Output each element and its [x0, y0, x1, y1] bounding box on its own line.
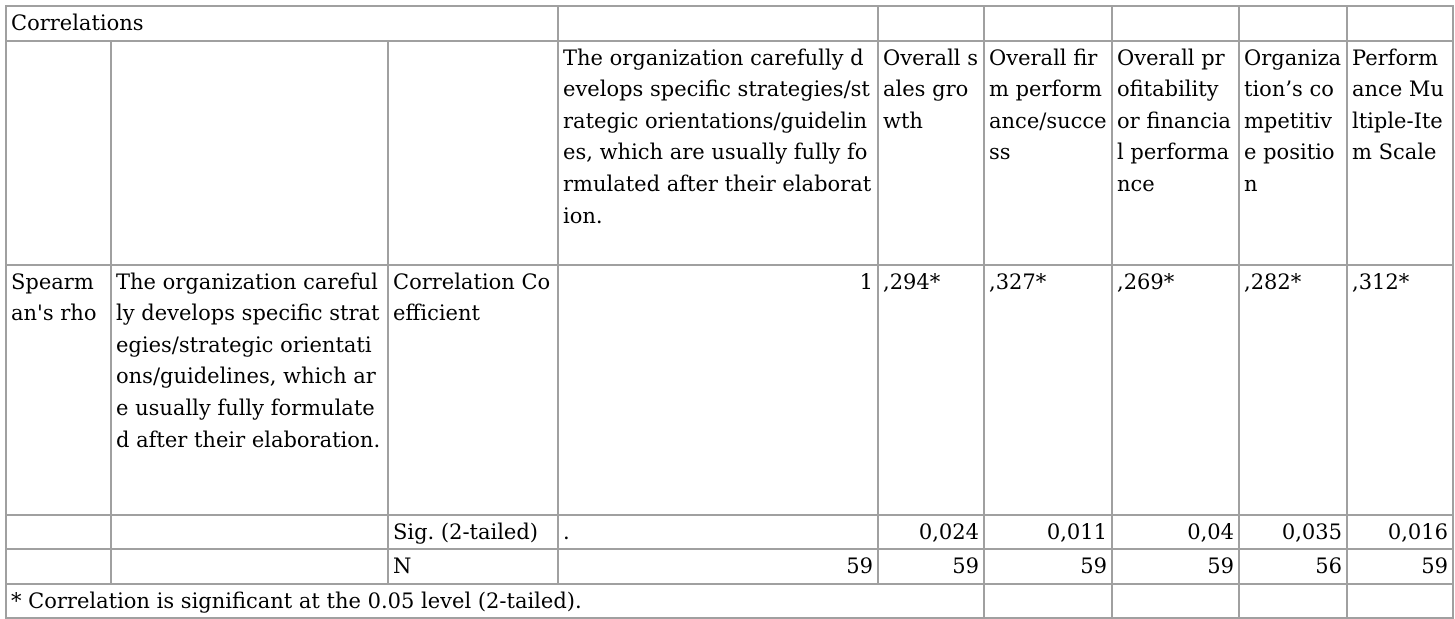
column-header: Organization’s competitive position — [1238, 39, 1349, 266]
table-title: Correlations — [4, 5, 560, 42]
data-cell: 0,024 — [877, 513, 986, 551]
statistic-label: Correlation Coefficient — [386, 263, 560, 516]
empty-cell — [5, 548, 112, 585]
data-cell: 56 — [1238, 548, 1349, 585]
data-cell: 0,016 — [1346, 513, 1455, 551]
data-cell: ,294* — [877, 263, 986, 516]
table-row: Spearman's rho The organization carefull… — [5, 263, 1455, 516]
empty-cell — [1111, 5, 1241, 42]
empty-cell — [877, 5, 986, 42]
empty-cell — [557, 5, 880, 42]
data-cell: 0,035 — [1238, 513, 1349, 551]
column-header: Performance Multiple-Item Scale — [1346, 39, 1455, 266]
data-cell: 0,04 — [1111, 513, 1241, 551]
empty-cell — [110, 548, 389, 585]
data-cell: 1 — [557, 263, 880, 516]
title-row: Correlations — [4, 5, 1455, 42]
row-group-label: Spearman's rho — [5, 263, 112, 516]
statistic-label: N — [386, 548, 560, 585]
data-cell: 59 — [1346, 548, 1455, 585]
data-cell: ,282* — [1238, 263, 1349, 516]
data-cell: 59 — [983, 548, 1114, 585]
empty-cell — [386, 39, 560, 266]
empty-cell — [1238, 5, 1349, 42]
data-cell: 59 — [557, 548, 880, 585]
empty-cell — [110, 39, 389, 266]
footnote: * Correlation is significant at the 0.05… — [4, 582, 986, 619]
column-header: Overall sales growth — [877, 39, 986, 266]
data-cell: ,327* — [983, 263, 1114, 516]
column-header: Overall firm performance/success — [983, 39, 1114, 266]
row-variable-label: The organization carefully develops spec… — [110, 263, 389, 516]
correlations-table: Correlations The organization carefully … — [4, 5, 1455, 619]
data-cell: 59 — [877, 548, 986, 585]
empty-cell — [1346, 582, 1455, 619]
empty-cell — [983, 5, 1114, 42]
table-row: N 59 59 59 59 56 59 — [5, 548, 1455, 585]
empty-cell — [1238, 582, 1349, 619]
empty-cell — [5, 39, 112, 266]
header-row: The organization carefully develops spec… — [5, 39, 1455, 266]
column-header: Overall profitability or financial perfo… — [1111, 39, 1241, 266]
column-header: The organization carefully develops spec… — [557, 39, 880, 266]
statistic-label: Sig. (2-tailed) — [386, 513, 560, 551]
data-cell: ,312* — [1346, 263, 1455, 516]
data-cell: ,269* — [1111, 263, 1241, 516]
table-row: Sig. (2-tailed) . 0,024 0,011 0,04 0,035… — [5, 513, 1455, 551]
empty-cell — [110, 513, 389, 551]
empty-cell — [1111, 582, 1241, 619]
empty-cell — [983, 582, 1114, 619]
footnote-row: * Correlation is significant at the 0.05… — [4, 582, 1455, 619]
empty-cell — [5, 513, 112, 551]
data-cell: . — [557, 513, 880, 551]
data-cell: 0,011 — [983, 513, 1114, 551]
data-cell: 59 — [1111, 548, 1241, 585]
empty-cell — [1346, 5, 1455, 42]
